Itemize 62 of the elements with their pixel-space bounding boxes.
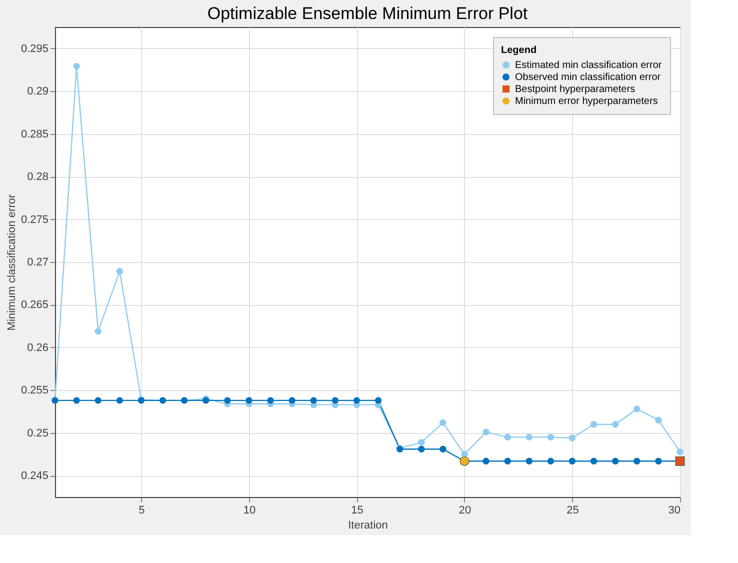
point <box>246 397 252 404</box>
y-tick-label: 0.25 <box>27 427 48 440</box>
point <box>504 434 511 441</box>
point <box>440 419 446 426</box>
point <box>310 397 317 404</box>
x-tick-label: 10 <box>243 504 256 516</box>
point <box>568 458 576 464</box>
legend-label: Minimum error hyperparameters <box>515 96 658 107</box>
point <box>116 397 124 404</box>
y-tick-label: 0.27 <box>27 256 48 268</box>
point <box>73 62 80 70</box>
point <box>418 438 425 446</box>
x-tick-label: 5 <box>138 504 145 516</box>
x-tick-label: 20 <box>458 504 472 516</box>
legend-title: Legend <box>501 45 537 56</box>
legend-label: Bestpoint hyperparameters <box>515 84 636 95</box>
point <box>676 448 684 456</box>
y-tick-label: 0.245 <box>20 470 48 482</box>
point <box>590 458 598 464</box>
point <box>374 397 382 404</box>
y-tick-label: 0.26 <box>27 342 48 354</box>
point <box>440 446 446 452</box>
point <box>655 416 662 424</box>
y-tick-label: 0.29 <box>27 86 48 98</box>
point <box>73 397 80 404</box>
point <box>568 434 576 442</box>
point <box>94 397 102 404</box>
x-tick-label: 25 <box>566 504 579 516</box>
point <box>526 434 532 441</box>
legend-label: Estimated min classification error <box>515 60 662 71</box>
point <box>116 268 124 275</box>
x-axis-title: Iteration <box>348 520 388 532</box>
point <box>634 406 640 412</box>
point <box>353 397 360 404</box>
y-axis-title: Minimum classification error <box>6 194 18 331</box>
point <box>634 458 640 464</box>
y-tick-label: 0.285 <box>20 128 48 140</box>
point <box>288 397 296 404</box>
y-tick-label: 0.28 <box>27 171 48 184</box>
legend-label: Observed min classification error <box>515 72 662 83</box>
y-tick-label: 0.265 <box>20 299 48 312</box>
point <box>590 421 598 428</box>
x-tick-label: 30 <box>668 504 680 516</box>
point <box>482 458 490 464</box>
point <box>655 458 662 464</box>
point <box>612 421 619 428</box>
point <box>547 458 554 464</box>
chart-title: Optimizable Ensemble Minimum Error Plot <box>207 4 528 23</box>
y-tick-label: 0.275 <box>20 214 48 226</box>
point <box>332 397 339 404</box>
y-tick-label: 0.295 <box>20 42 48 55</box>
point <box>267 397 274 404</box>
y-tick-label: 0.255 <box>20 384 48 397</box>
point <box>418 446 425 452</box>
point <box>482 428 490 436</box>
point <box>612 458 619 464</box>
point <box>224 397 231 404</box>
point <box>547 434 554 441</box>
point <box>526 458 532 464</box>
point <box>94 328 102 335</box>
point <box>504 458 511 464</box>
x-tick-label: 15 <box>351 504 364 516</box>
